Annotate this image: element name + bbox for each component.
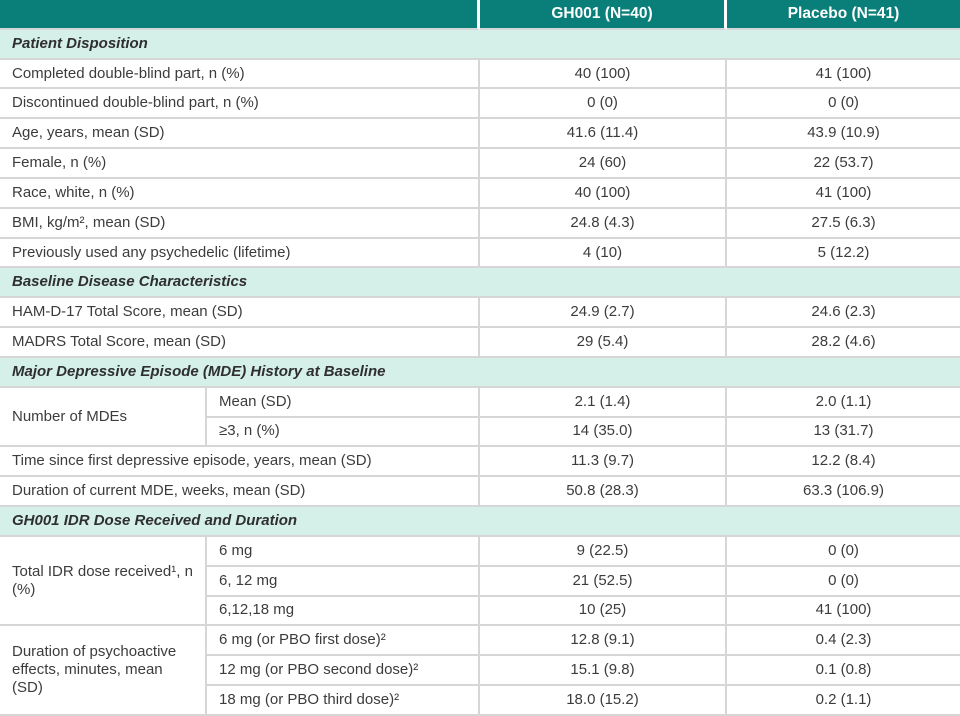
header-placebo: Placebo (N=41) [727,0,960,30]
row-label: Previously used any psychedelic (lifetim… [0,238,480,269]
section-row-patient-disposition: Patient Disposition [0,29,960,60]
table-row: Duration of psychoactive effects, minute… [0,626,960,716]
value-gh001: 2.1 (1.4) [480,387,727,418]
value-gh001: 24.9 (2.7) [480,298,727,329]
row-label: Time since first depressive episode, yea… [0,447,480,478]
value-gh001: 29 (5.4) [480,328,727,358]
table-row: Discontinued double-blind part, n (%) 0 … [0,89,960,120]
table-row: 12 mg (or PBO second dose)² 15.1 (9.8) 0… [0,656,960,687]
row-sublabel: 6 mg [207,536,480,567]
row-label: Race, white, n (%) [0,178,480,209]
table-row: ≥3, n (%) 14 (35.0) 13 (31.7) [0,417,960,448]
value-gh001: 11.3 (9.7) [480,447,727,478]
value-gh001: 15.1 (9.8) [480,656,727,687]
value-placebo: 22 (53.7) [727,149,960,179]
value-placebo: 41 (100) [727,179,960,209]
row-label-group: Number of MDEs [0,387,207,448]
header-empty-cell [0,0,480,30]
row-label: HAM-D-17 Total Score, mean (SD) [0,298,480,329]
value-gh001: 14 (35.0) [480,417,727,448]
value-gh001: 10 (25) [480,596,727,627]
row-label: Completed double-blind part, n (%) [0,59,480,90]
value-gh001: 9 (22.5) [480,536,727,567]
row-label: Discontinued double-blind part, n (%) [0,89,480,120]
table-row: Duration of current MDE, weeks, mean (SD… [0,477,960,508]
row-label-group: Duration of psychoactive effects, minute… [0,626,207,716]
section-row-idr-dose: GH001 IDR Dose Received and Duration [0,507,960,537]
section-title: GH001 IDR Dose Received and Duration [0,507,960,537]
value-placebo: 13 (31.7) [727,418,960,448]
value-placebo: 0.4 (2.3) [727,626,960,657]
table-row: Race, white, n (%) 40 (100) 41 (100) [0,178,960,209]
value-placebo: 0.2 (1.1) [727,686,960,716]
table-header-row: GH001 (N=40) Placebo (N=41) [0,0,960,30]
row-sublabel: ≥3, n (%) [207,417,480,448]
table-row: Completed double-blind part, n (%) 40 (1… [0,59,960,90]
section-title: Baseline Disease Characteristics [0,268,960,299]
row-label: Duration of current MDE, weeks, mean (SD… [0,477,480,508]
table-row: Age, years, mean (SD) 41.6 (11.4) 43.9 (… [0,119,960,150]
table-row: 6,12,18 mg 10 (25) 41 (100) [0,596,960,627]
value-placebo: 41 (100) [727,597,960,627]
row-label: Age, years, mean (SD) [0,119,480,150]
value-placebo: 28.2 (4.6) [727,328,960,358]
table-row: BMI, kg/m², mean (SD) 24.8 (4.3) 27.5 (6… [0,208,960,239]
value-placebo: 27.5 (6.3) [727,209,960,239]
value-placebo: 12.2 (8.4) [727,447,960,478]
value-placebo: 43.9 (10.9) [727,119,960,150]
value-gh001: 41.6 (11.4) [480,119,727,150]
table-row: HAM-D-17 Total Score, mean (SD) 24.9 (2.… [0,298,960,329]
value-gh001: 18.0 (15.2) [480,686,727,716]
row-sublabel: 12 mg (or PBO second dose)² [207,656,480,687]
row-sublabel: 6,12,18 mg [207,596,480,627]
table-row: Total IDR dose received¹, n (%) 6 mg 9 (… [0,536,960,627]
value-placebo: 5 (12.2) [727,239,960,269]
table-row: Number of MDEs Mean (SD) 2.1 (1.4) 2.0 (… [0,387,960,448]
table-row: Time since first depressive episode, yea… [0,447,960,478]
value-gh001: 24 (60) [480,149,727,179]
table-row: Previously used any psychedelic (lifetim… [0,238,960,269]
value-gh001: 40 (100) [480,178,727,209]
value-placebo: 0 (0) [727,567,960,597]
table-row: MADRS Total Score, mean (SD) 29 (5.4) 28… [0,328,960,358]
value-gh001: 12.8 (9.1) [480,626,727,657]
row-sublabel: Mean (SD) [207,387,480,418]
value-placebo: 0.1 (0.8) [727,656,960,687]
table-row: Female, n (%) 24 (60) 22 (53.7) [0,149,960,179]
section-row-baseline-disease: Baseline Disease Characteristics [0,268,960,299]
value-gh001: 4 (10) [480,238,727,269]
row-label: BMI, kg/m², mean (SD) [0,208,480,239]
row-label: MADRS Total Score, mean (SD) [0,328,480,358]
value-gh001: 0 (0) [480,89,727,120]
header-gh001: GH001 (N=40) [480,0,727,30]
section-title: Patient Disposition [0,29,960,60]
value-placebo: 41 (100) [727,60,960,90]
row-label-group: Total IDR dose received¹, n (%) [0,536,207,627]
value-gh001: 40 (100) [480,59,727,90]
value-gh001: 24.8 (4.3) [480,208,727,239]
value-placebo: 24.6 (2.3) [727,298,960,329]
table-row: 18 mg (or PBO third dose)² 18.0 (15.2) 0… [0,686,960,716]
value-gh001: 21 (52.5) [480,566,727,597]
row-sublabel: 6, 12 mg [207,566,480,597]
value-placebo: 0 (0) [727,537,960,567]
row-sublabel: 18 mg (or PBO third dose)² [207,686,480,716]
section-title: Major Depressive Episode (MDE) History a… [0,357,960,388]
section-row-mde-history: Major Depressive Episode (MDE) History a… [0,357,960,388]
row-label: Female, n (%) [0,149,480,179]
table-row: 6, 12 mg 21 (52.5) 0 (0) [0,566,960,597]
row-sublabel: 6 mg (or PBO first dose)² [207,626,480,657]
value-placebo: 63.3 (106.9) [727,477,960,508]
value-placebo: 2.0 (1.1) [727,388,960,418]
value-placebo: 0 (0) [727,89,960,120]
value-gh001: 50.8 (28.3) [480,477,727,508]
